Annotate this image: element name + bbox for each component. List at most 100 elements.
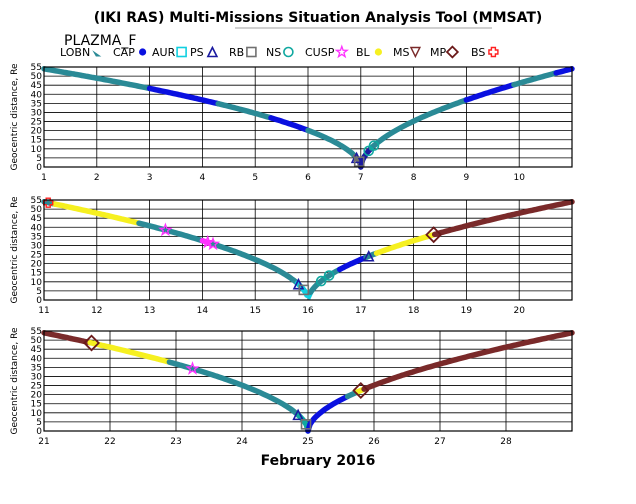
legend: LOBN CAP AUR PS RB NS CUSP BL MS MP BS	[60, 44, 499, 59]
legend-label: AUR	[152, 46, 176, 59]
x-tick-label: 20	[513, 306, 525, 316]
orbit-trace	[41, 66, 575, 170]
legend-symbol-mp	[445, 45, 460, 59]
y-tick-label: 20	[31, 391, 43, 401]
legend-item-ns: NS	[266, 46, 294, 59]
legend-symbol-bl	[374, 48, 382, 56]
legend-label: LOBN	[60, 46, 90, 59]
x-tick-label: 8	[411, 173, 417, 183]
x-tick-label: 15	[249, 306, 260, 316]
marker-diamond	[425, 226, 443, 244]
grid	[43, 199, 572, 301]
x-tick-label: 11	[38, 306, 49, 316]
y-tick-label: 35	[31, 99, 42, 109]
marker-circle	[315, 275, 327, 287]
x-tick-label: 28	[500, 437, 512, 447]
marker-star	[205, 236, 221, 251]
y-tick-label: 0	[36, 163, 42, 173]
legend-symbol-aur	[176, 46, 187, 58]
x-tick-label: 21	[38, 437, 49, 447]
x-tick-label: 22	[104, 437, 115, 447]
legend-symbol-ns	[283, 46, 294, 58]
y-tick-label: 25	[31, 382, 42, 392]
x-tick-label: 1	[41, 173, 47, 183]
chart-title: (IKI RAS) Multi-Missions Situation Analy…	[94, 10, 543, 26]
x-tick-label: 4	[200, 173, 206, 183]
legend-item-mp: MP	[430, 45, 460, 59]
segment-ms	[41, 330, 93, 346]
y-axis-label: Geocentric distance, Re	[10, 63, 20, 170]
segment-lobn	[511, 70, 559, 88]
y-tick-label: 25	[31, 118, 42, 128]
y-tick-label: 50	[31, 72, 43, 82]
x-tick-label: 5	[252, 173, 258, 183]
y-tick-label: 5	[36, 418, 42, 428]
x-tick-label: 14	[197, 306, 209, 316]
marker-circle	[368, 140, 380, 151]
y-tick-label: 50	[31, 205, 43, 215]
event-markers	[83, 334, 370, 430]
x-tick-label: 17	[355, 306, 366, 316]
legend-label: CUSP	[305, 46, 335, 59]
mission-name: PLAZMA_F	[64, 33, 136, 49]
x-tick-label: 3	[147, 173, 153, 183]
x-tick-label: 18	[408, 306, 420, 316]
x-tick-label: 6	[305, 173, 311, 183]
marker-square	[300, 419, 312, 430]
segment-ms	[361, 330, 575, 392]
y-tick-label: 30	[31, 372, 43, 382]
legend-item-ps: PS	[190, 45, 219, 59]
marker-diamond	[352, 382, 370, 399]
y-tick-label: 0	[36, 296, 42, 306]
marker-star	[185, 361, 200, 375]
marker-square	[298, 284, 310, 296]
legend-item-rb: RB	[229, 46, 257, 59]
segment-bl	[87, 339, 173, 365]
x-tick-label: 10	[513, 173, 525, 183]
segment-lobn	[368, 97, 470, 151]
y-tick-label: 15	[31, 136, 42, 146]
legend-label: MP	[430, 46, 446, 59]
y-tick-label: 5	[36, 154, 42, 164]
marker-square	[353, 156, 365, 167]
legend-symbol-rb	[246, 46, 257, 58]
plot-frame	[43, 66, 573, 168]
y-tick-label: 40	[31, 223, 43, 233]
legend-label: MS	[393, 46, 409, 59]
segment-cap	[553, 66, 575, 76]
x-tick-label: 26	[368, 437, 380, 447]
plot-frame	[43, 199, 573, 301]
x-tick-label: 24	[236, 437, 248, 447]
legend-symbol-lobn	[92, 50, 102, 57]
x-tick-label: 2	[94, 173, 100, 183]
y-tick-label: 50	[31, 336, 43, 346]
x-tick-label: 19	[461, 306, 473, 316]
y-tick-label: 35	[31, 232, 42, 242]
legend-label: NS	[266, 46, 281, 59]
y-tick-label: 5	[36, 287, 42, 297]
segment-cap	[305, 393, 351, 434]
legend-label: CAP	[113, 46, 135, 59]
grid	[43, 330, 572, 432]
x-tick-label: 27	[434, 437, 445, 447]
y-tick-label: 45	[31, 345, 42, 355]
y-tick-label: 55	[31, 63, 42, 73]
x-tick-label: 7	[358, 173, 364, 183]
plot-frame	[43, 330, 573, 432]
y-tick-label: 30	[31, 241, 43, 251]
segment-cap	[463, 81, 517, 103]
legend-symbol-ms	[409, 46, 422, 59]
y-tick-label: 30	[31, 108, 43, 118]
y-axis-label: Geocentric distance, Re	[10, 196, 20, 303]
segment-lobn	[136, 220, 206, 244]
x-tick-label: 9	[464, 173, 470, 183]
legend-symbol-ps	[206, 45, 219, 58]
segment-bl	[373, 231, 438, 256]
legend-symbol-cusp	[334, 44, 349, 59]
